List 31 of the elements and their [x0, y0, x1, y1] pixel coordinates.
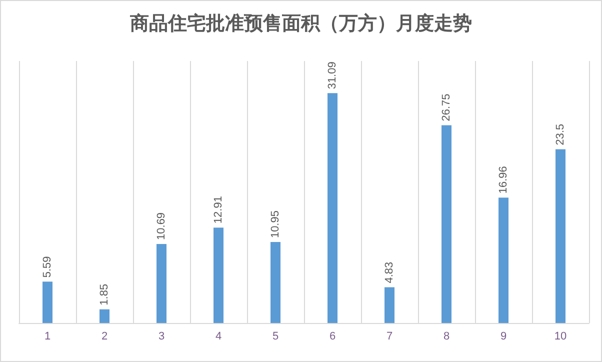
data-label: 26.75 — [440, 94, 452, 122]
bar — [384, 287, 394, 323]
data-label: 5.59 — [42, 256, 54, 278]
bar — [270, 242, 280, 323]
data-label: 1.85 — [98, 284, 110, 306]
bar — [328, 93, 338, 323]
data-label: 23.5 — [554, 124, 566, 146]
x-tick-label: 6 — [329, 330, 336, 342]
bar — [556, 149, 566, 323]
bar — [100, 309, 110, 323]
x-tick-label: 5 — [272, 330, 279, 342]
x-tick-label: 3 — [158, 330, 165, 342]
x-tick-label: 7 — [386, 330, 393, 342]
bar — [442, 125, 452, 323]
x-tick-label: 10 — [554, 330, 567, 342]
x-tick-label: 1 — [44, 330, 51, 342]
bar — [156, 244, 166, 323]
bar — [42, 282, 52, 323]
data-label: 4.83 — [384, 262, 396, 284]
x-tick-label: 9 — [500, 330, 507, 342]
chart-title: 商品住宅批准预售面积（万方）月度走势 — [129, 12, 472, 34]
bar — [214, 228, 224, 323]
data-label: 12.91 — [212, 196, 224, 224]
x-tick-label: 4 — [215, 330, 222, 342]
x-tick-label: 8 — [443, 330, 450, 342]
x-tick-label: 2 — [101, 330, 108, 342]
data-label: 10.95 — [270, 210, 282, 238]
data-label: 16.96 — [498, 166, 510, 194]
data-label: 10.69 — [156, 212, 168, 240]
data-label: 31.09 — [326, 62, 338, 90]
bar — [498, 198, 508, 323]
